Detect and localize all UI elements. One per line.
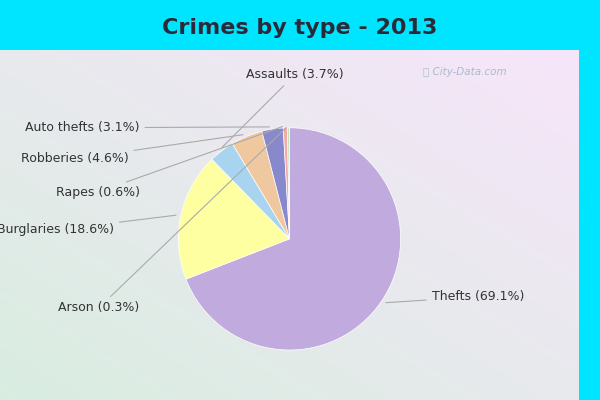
Text: Assaults (3.7%): Assaults (3.7%) xyxy=(222,68,344,147)
Text: Thefts (69.1%): Thefts (69.1%) xyxy=(386,290,524,303)
Text: Rapes (0.6%): Rapes (0.6%) xyxy=(56,126,283,199)
Text: Auto thefts (3.1%): Auto thefts (3.1%) xyxy=(25,121,269,134)
Text: ⓘ City-Data.com: ⓘ City-Data.com xyxy=(422,67,506,77)
Wedge shape xyxy=(287,128,290,239)
Text: Crimes by type - 2013: Crimes by type - 2013 xyxy=(163,18,437,38)
Wedge shape xyxy=(283,128,290,239)
Wedge shape xyxy=(262,128,290,239)
Text: Robberies (4.6%): Robberies (4.6%) xyxy=(20,135,243,165)
Wedge shape xyxy=(232,131,290,239)
Wedge shape xyxy=(178,159,290,279)
Text: Burglaries (18.6%): Burglaries (18.6%) xyxy=(0,215,176,236)
Wedge shape xyxy=(186,128,401,350)
Wedge shape xyxy=(212,144,290,239)
Text: Arson (0.3%): Arson (0.3%) xyxy=(58,128,286,314)
